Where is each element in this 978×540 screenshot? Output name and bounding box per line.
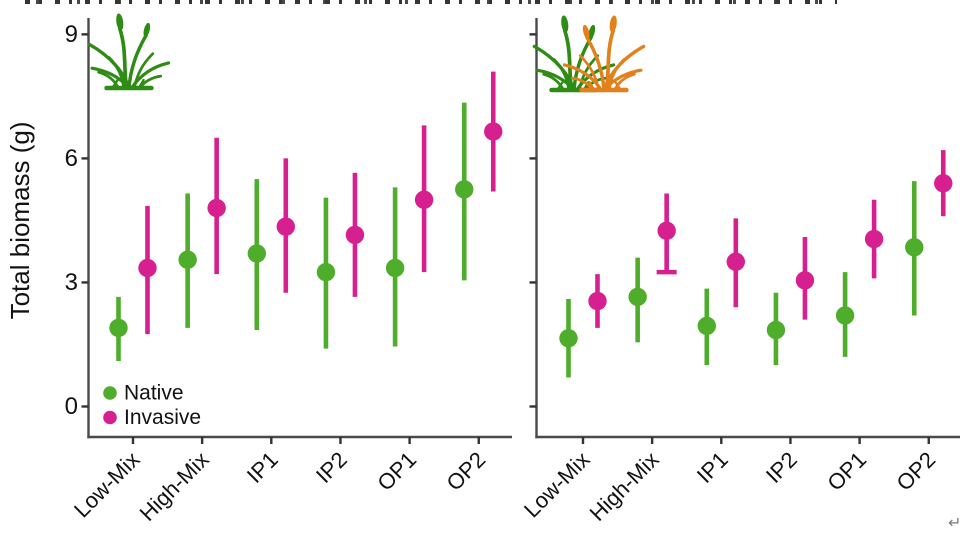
return-mark: ↵	[948, 513, 962, 532]
data-point	[207, 198, 226, 218]
data-point	[178, 250, 197, 269]
grass-seedhead	[582, 24, 590, 39]
x-tick-label: OP1	[822, 447, 871, 496]
data-point	[588, 291, 607, 311]
grass-blade	[107, 56, 126, 90]
data-point	[109, 318, 128, 338]
data-point	[247, 244, 266, 263]
grass-tuft	[588, 79, 622, 90]
y-tick-label: 6	[65, 145, 78, 172]
data-point	[138, 258, 157, 278]
data-point	[316, 262, 336, 282]
pointrange-invasive-op2	[934, 150, 953, 217]
grass-blade	[127, 33, 148, 90]
data-point	[726, 252, 745, 271]
x-tick-label: Low-Mix	[519, 447, 595, 523]
legend-dot-native	[103, 386, 117, 400]
pointrange-native-ip1	[247, 179, 266, 331]
data-point	[934, 174, 953, 193]
x-tick-label: IP1	[692, 447, 733, 488]
data-point	[484, 122, 503, 141]
clipped-caption-strip	[25, 0, 837, 4]
legend-label-native: Native	[124, 382, 184, 405]
grass-blade	[578, 54, 601, 92]
grass-seedhead	[588, 24, 596, 39]
y-tick-label: 9	[65, 21, 78, 48]
pointrange-native-op2	[905, 181, 924, 316]
green-grass-icon	[87, 13, 171, 91]
pointrange-invasive-op1	[864, 199, 884, 279]
data-point	[455, 180, 474, 199]
pointrange-invasive-ip1	[276, 158, 295, 293]
y-axis-title: Total biomass (g)	[5, 121, 35, 319]
grass-blade	[607, 58, 626, 92]
x-tick-label: Low-Mix	[69, 447, 145, 523]
pointrange-native-high-mix	[628, 257, 647, 343]
pointrange-invasive-op1	[414, 125, 434, 273]
data-point	[864, 229, 884, 249]
pointrange-native-ip2	[766, 292, 786, 366]
pointrange-native-low-mix	[109, 296, 128, 362]
x-tick-label: High-Mix	[585, 447, 664, 526]
grass-seedhead	[143, 22, 151, 37]
x-tick-label: IP1	[242, 447, 283, 488]
y-tick-label: 3	[65, 269, 78, 296]
x-tick-label: High-Mix	[135, 447, 214, 526]
pointrange-invasive-ip2	[345, 172, 365, 297]
data-point	[276, 217, 295, 236]
pointrange-invasive-low-mix	[588, 274, 607, 328]
x-tick-label: OP2	[891, 447, 940, 496]
pointrange-invasive-ip2	[795, 236, 815, 320]
grass-tuft	[111, 77, 145, 88]
grass-blade	[117, 26, 129, 90]
pointrange-invasive-op2	[484, 71, 503, 192]
orange-grass-icon	[562, 15, 646, 93]
pointrange-invasive-high-mix	[656, 193, 677, 275]
x-tick-label: OP1	[372, 447, 421, 496]
data-point	[628, 287, 647, 307]
pointrange-native-op2	[455, 102, 474, 281]
data-point	[345, 225, 365, 245]
grass-blade	[604, 28, 616, 92]
data-point	[835, 306, 855, 325]
pointrange-native-ip1	[697, 288, 716, 366]
pointrange-native-ip2	[316, 197, 336, 349]
pointrange-native-op1	[385, 187, 405, 347]
pointrange-invasive-ip1	[726, 218, 745, 308]
data-point	[385, 258, 405, 278]
data-point	[697, 316, 716, 336]
pointrange-invasive-high-mix	[207, 137, 226, 275]
grass-seedhead	[609, 15, 617, 33]
data-point	[657, 221, 676, 240]
data-point	[905, 238, 924, 257]
grass-blade	[132, 52, 155, 90]
x-tick-label: OP2	[441, 447, 490, 496]
legend-label-invasive: Invasive	[124, 406, 201, 429]
data-point	[766, 320, 786, 340]
grass-seedhead	[116, 13, 124, 31]
grass-blade	[552, 58, 571, 92]
pointrange-invasive-low-mix	[138, 205, 157, 335]
grass-blade	[585, 35, 606, 92]
grass-seedhead	[561, 15, 569, 33]
grass-blade	[562, 28, 574, 92]
x-tick-label: IP2	[311, 447, 352, 488]
legend-dot-invasive	[103, 410, 117, 425]
pointrange-native-op1	[835, 272, 855, 357]
data-point	[559, 329, 578, 348]
data-point	[414, 190, 434, 209]
y-tick-label: 0	[65, 393, 78, 420]
pointrange-native-low-mix	[559, 298, 578, 378]
data-point	[795, 271, 815, 290]
pointrange-native-high-mix	[178, 193, 197, 328]
x-tick-label: IP2	[761, 447, 802, 488]
